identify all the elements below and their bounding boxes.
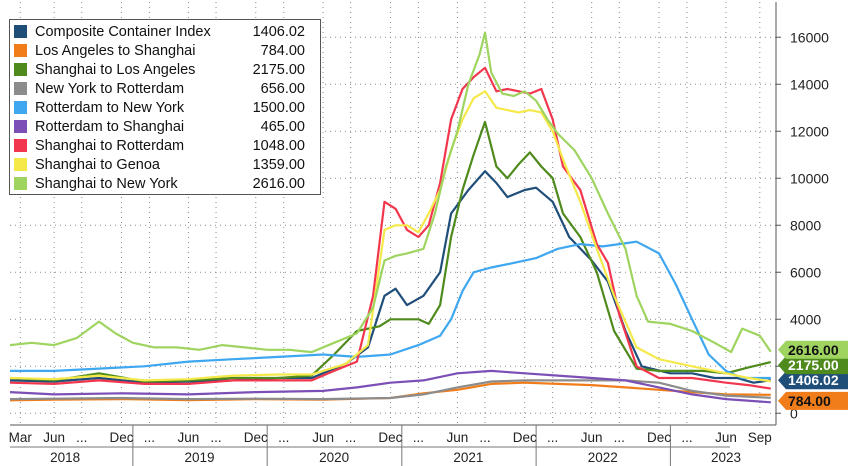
axis-tag-label: 784.00 <box>788 393 831 409</box>
legend-series-value: 1500.00 <box>252 99 305 116</box>
axis-value-tag: 2175.00 <box>778 356 848 375</box>
legend-entry: Los Angeles to Shanghai 784.00 <box>14 41 320 60</box>
x-tick-label: Dec <box>244 430 268 445</box>
legend-series-value: 1406.02 <box>252 23 305 40</box>
legend: Composite Container Index 1406.02 Los Ange… <box>9 19 321 195</box>
x-tick-label: Jun <box>446 430 468 445</box>
x-tick-label: Jun <box>715 430 737 445</box>
x-tick-label: ... <box>278 430 289 445</box>
legend-series-name: Shanghai to Genoa <box>35 156 160 173</box>
y-tick-label: 4000 <box>790 311 821 327</box>
x-tick-label: ... <box>413 430 424 445</box>
x-tick-label: Dec <box>109 430 133 445</box>
axis-tag-label: 2175.00 <box>788 357 839 373</box>
axis-tag-shape <box>778 391 848 410</box>
series-line <box>9 369 771 404</box>
x-tick-label: Jun <box>581 430 603 445</box>
legend-entry: Shanghai to New York 2616.00 <box>14 174 320 193</box>
x-tick-label: ... <box>479 430 490 445</box>
x-tick-label: Dec <box>647 430 671 445</box>
legend-entry: Rotterdam to New York 1500.00 <box>14 98 320 117</box>
x-year-label: 2022 <box>588 450 618 465</box>
legend-series-name: Composite Container Index <box>35 23 211 40</box>
axis-tag-label: 1406.02 <box>788 372 839 388</box>
legend-swatch <box>14 44 27 57</box>
y-tick-label: 0 <box>790 405 798 421</box>
y-tick-label: 16000 <box>790 29 829 45</box>
x-tick-label: Dec <box>513 430 537 445</box>
x-year-label: 2021 <box>453 450 483 465</box>
x-year-label: 2020 <box>319 450 349 465</box>
legend-entry: New York to Rotterdam 656.00 <box>14 79 320 98</box>
x-tick-label: Sep <box>748 430 772 445</box>
legend-entry: Shanghai to Los Angeles 2175.00 <box>14 60 320 79</box>
y-tick-label: 10000 <box>790 170 829 186</box>
y-tick-label: 8000 <box>790 217 821 233</box>
x-tick-label: Jun <box>312 430 334 445</box>
legend-series-value: 1359.00 <box>252 156 305 173</box>
x-tick-label: ... <box>614 430 625 445</box>
x-tick-label: ... <box>547 430 558 445</box>
series-line <box>9 31 772 354</box>
series-line <box>10 240 771 380</box>
legend-swatch <box>14 177 27 190</box>
legend-series-name: Shanghai to New York <box>35 175 178 192</box>
axis-tag-shape <box>778 356 848 375</box>
x-tick-label: Jun <box>178 430 200 445</box>
legend-entry: Shanghai to Rotterdam 1048.00 <box>14 136 320 155</box>
legend-series-name: New York to Rotterdam <box>35 80 185 97</box>
x-year-label: 2018 <box>50 450 80 465</box>
x-year-label: 2019 <box>184 450 214 465</box>
legend-series-value: 1048.00 <box>252 137 305 154</box>
legend-series-name: Rotterdam to New York <box>35 99 185 116</box>
y-tick-label: 6000 <box>790 264 821 280</box>
legend-swatch <box>14 63 27 76</box>
axis-value-tag: 784.00 <box>778 391 848 410</box>
axis-tag-shape <box>778 340 848 359</box>
axis-tag-shape <box>778 371 848 390</box>
x-tick-label: Jun <box>43 430 65 445</box>
legend-swatch <box>14 25 27 38</box>
legend-series-value: 2616.00 <box>252 175 305 192</box>
legend-entry: Shanghai to Genoa 1359.00 <box>14 155 320 174</box>
y-tick-label: 12000 <box>790 123 829 139</box>
legend-swatch <box>14 120 27 133</box>
series-line <box>9 379 771 401</box>
legend-series-name: Los Angeles to Shanghai <box>35 42 196 59</box>
x-tick-label: ... <box>210 430 221 445</box>
series-line <box>9 120 772 383</box>
x-tick-label: ... <box>144 430 155 445</box>
x-tick-label: ... <box>76 430 87 445</box>
y-tick-label: 14000 <box>790 76 829 92</box>
x-tick-label: Dec <box>378 430 402 445</box>
axis-value-tag: 2616.00 <box>778 340 848 359</box>
legend-swatch <box>14 101 27 114</box>
legend-swatch <box>14 139 27 152</box>
legend-series-name: Rotterdam to Shanghai <box>35 118 185 135</box>
x-year-label: 2023 <box>711 450 741 465</box>
legend-series-value: 2175.00 <box>252 61 305 78</box>
x-tick-label: ... <box>681 430 692 445</box>
legend-entry: Composite Container Index 1406.02 <box>14 22 320 41</box>
legend-series-value: 656.00 <box>260 80 305 97</box>
legend-series-value: 465.00 <box>260 118 305 135</box>
x-tick-label: Mar <box>9 430 33 445</box>
legend-entry: Rotterdam to Shanghai 465.00 <box>14 117 320 136</box>
axis-value-tag: 1406.02 <box>778 371 848 390</box>
legend-series-name: Shanghai to Los Angeles <box>35 61 196 78</box>
series-line <box>9 90 771 383</box>
legend-series-value: 784.00 <box>260 42 305 59</box>
legend-swatch <box>14 82 27 95</box>
legend-series-name: Shanghai to Rotterdam <box>35 137 185 154</box>
axis-tag-label: 2616.00 <box>788 342 839 358</box>
x-tick-label: ... <box>345 430 356 445</box>
legend-swatch <box>14 158 27 171</box>
